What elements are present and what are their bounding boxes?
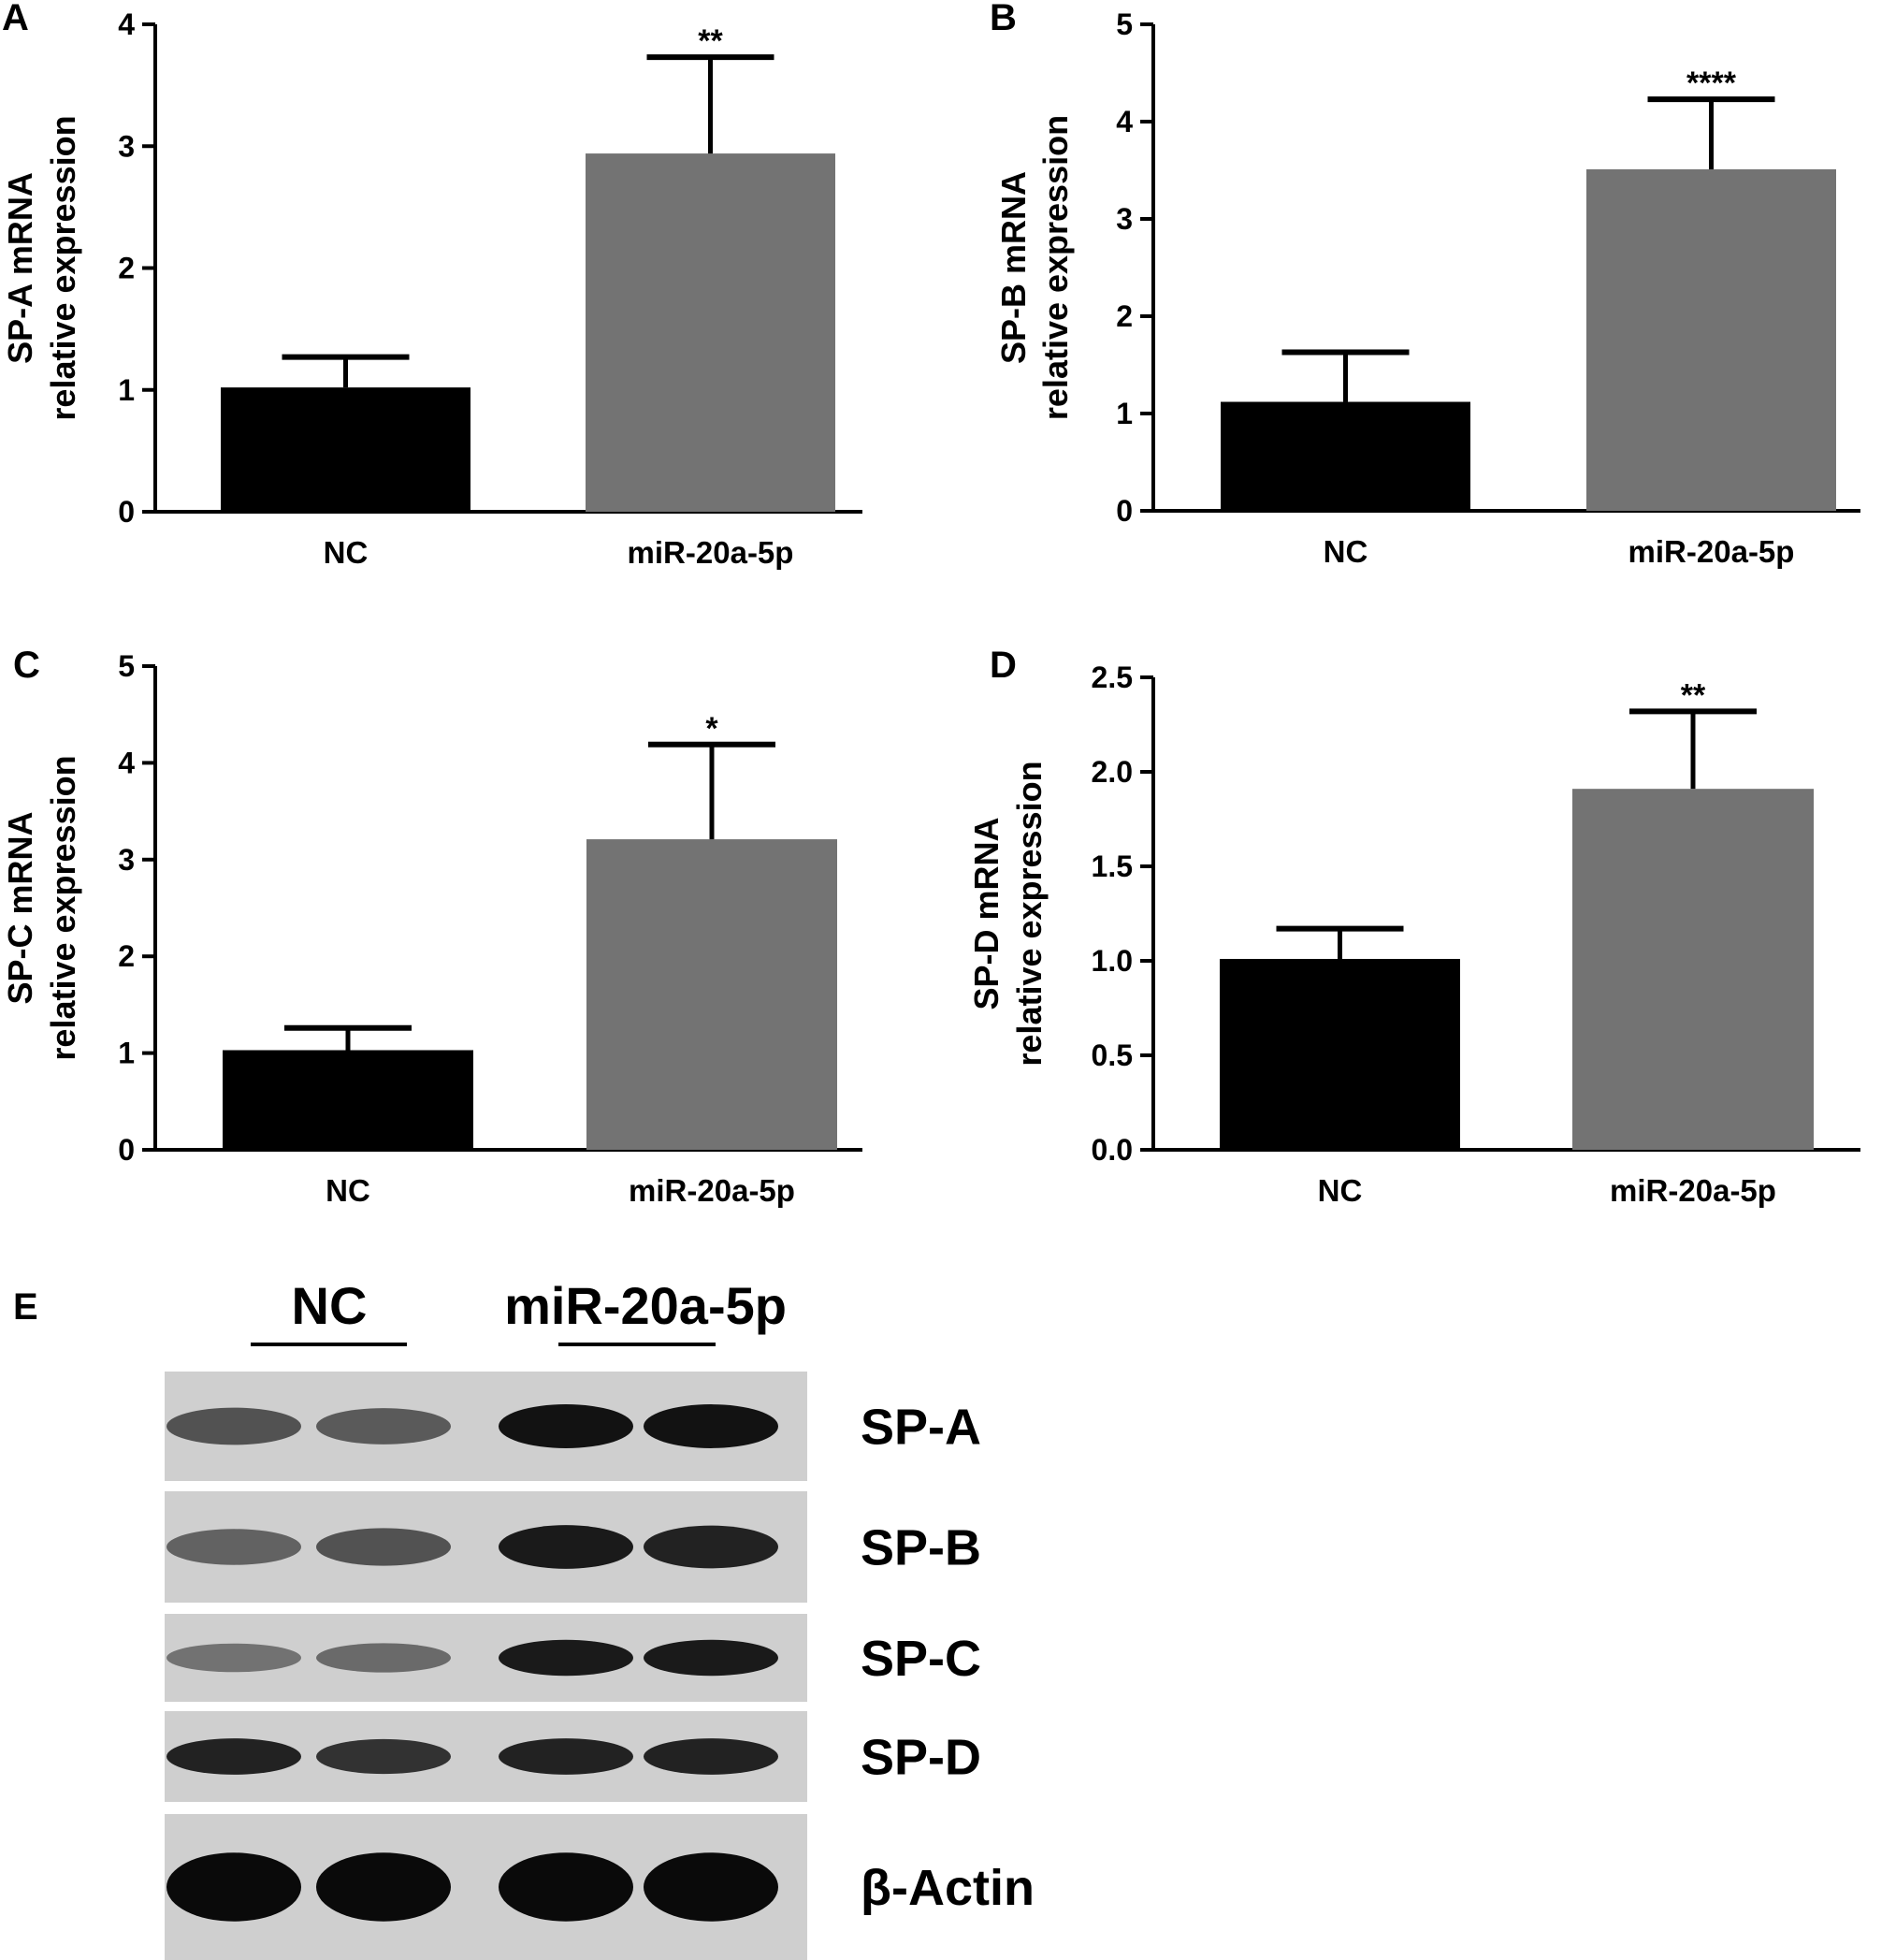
x-category-label: miR-20a-5p [628,535,794,570]
blot-band [316,1643,451,1673]
blot-group-label-mir: miR-20a-5p [504,1276,787,1335]
y-axis-label-line-2: relative expression [44,755,82,1060]
panel-label-e: E [13,1286,38,1328]
bar-chart-sp-b: 0 1 2 3 4 5 SP-B mRNA relative expression NC ****… [994,7,1860,569]
bar [1586,168,1836,511]
x-category-label: NC [324,535,369,570]
y-tick-label: 3 [1116,202,1133,236]
y-tick-label: 0 [1116,494,1133,528]
significance-marker: ** [1681,677,1706,713]
bar [221,387,470,512]
y-tick-label: 1 [118,1037,135,1070]
blot-row: SP-C [165,1614,981,1702]
y-tick-label: 0.5 [1092,1038,1133,1072]
y-tick-label: 3 [118,843,135,877]
y-tick-label: 4 [118,7,135,41]
blot-band [644,1852,778,1922]
y-tick-label: 2 [118,252,135,285]
blot-row: SP-B [165,1491,981,1603]
blot-band [166,1529,301,1565]
y-axis-label-line-2: relative expression [44,115,82,420]
blot-band [644,1639,778,1677]
blot-row: SP-D [165,1711,981,1802]
y-tick-label: 1 [118,373,135,407]
y-tick-label: 2 [1116,299,1133,333]
blot-row: β-Actin [165,1814,1035,1960]
y-tick-label: 0 [118,495,135,529]
panel-label-c: C [13,645,40,686]
blot-rows: SP-A SP-B SP-C SP-D β-Actin [165,1372,1035,1960]
y-tick-label: 3 [118,129,135,163]
x-category-label: miR-20a-5p [1610,1173,1776,1208]
blot-band [499,1852,633,1922]
x-category-label: miR-20a-5p [1628,534,1795,569]
y-tick-label: 4 [1116,105,1133,138]
blot-band [316,1528,451,1566]
bar-chart-sp-d: 0.0 0.5 1.0 1.5 2.0 2.5 SP-D mRNA relative expr… [967,661,1860,1208]
y-tick-label: 5 [1116,7,1133,41]
y-tick-label: 0.0 [1092,1133,1133,1167]
y-axis-label-line-2: relative expression [1036,115,1075,420]
panel-label-d: D [990,645,1017,686]
blot-band [316,1738,451,1775]
bar [1220,958,1460,1150]
blot-row-label: SP-D [861,1730,981,1786]
x-category-label: NC [326,1173,370,1208]
bar [586,839,837,1150]
y-tick-label: 1.0 [1092,944,1133,978]
blot-group-label-nc: NC [292,1276,368,1335]
y-axis-label-line-1: SP-D mRNA [967,817,1006,1009]
y-tick-label: 1.5 [1092,849,1133,883]
panel-label-a: A [2,0,29,38]
blot-band [644,1404,778,1448]
blot-row-label: SP-B [861,1520,981,1576]
blot-band [499,1738,633,1775]
y-tick-label: 4 [118,746,135,779]
y-axis-label-line-1: SP-C mRNA [1,811,39,1004]
blot-band [644,1738,778,1775]
y-tick-label: 2.5 [1092,661,1133,694]
blot-band [499,1639,633,1677]
blot-band [499,1525,633,1569]
blot-row-label: β-Actin [861,1860,1035,1916]
blot-band [166,1738,301,1775]
western-blot: NC miR-20a-5p SP-A SP-B SP-C SP-D β-Actin [165,1276,1035,1960]
y-axis-label-line-2: relative expression [1010,761,1049,1066]
bar-chart-sp-a: 0 1 2 3 4 SP-A mRNA relative expression NC ** miR… [1,7,862,570]
y-tick-label: 1 [1116,397,1133,430]
bar [586,153,835,512]
panel-label-b: B [990,0,1017,38]
blot-band [644,1525,778,1569]
bar [1572,789,1814,1150]
blot-band [316,1408,451,1445]
blot-band [166,1643,301,1673]
bar-chart-sp-c: 0 1 2 3 4 5 SP-C mRNA relative expression NC * miR… [1,649,862,1208]
bar [1221,401,1470,511]
blot-band [166,1852,301,1922]
significance-marker: * [705,711,718,747]
blot-band [499,1404,633,1448]
blot-band [166,1407,301,1445]
y-tick-label: 5 [118,649,135,683]
y-axis-label-line-1: SP-B mRNA [994,171,1033,364]
y-tick-label: 2.0 [1092,755,1133,789]
y-tick-label: 0 [118,1133,135,1167]
bar [223,1050,473,1150]
blot-row-label: SP-A [861,1400,981,1456]
x-category-label: miR-20a-5p [629,1173,795,1208]
blot-row: SP-A [165,1372,981,1481]
significance-marker: ** [698,23,723,59]
blot-band [316,1852,451,1922]
x-category-label: NC [1318,1173,1363,1208]
x-category-label: NC [1324,534,1368,569]
y-axis-label-line-1: SP-A mRNA [1,172,39,364]
blot-row-label: SP-C [861,1631,981,1687]
significance-marker: **** [1686,65,1737,101]
y-tick-label: 2 [118,939,135,973]
